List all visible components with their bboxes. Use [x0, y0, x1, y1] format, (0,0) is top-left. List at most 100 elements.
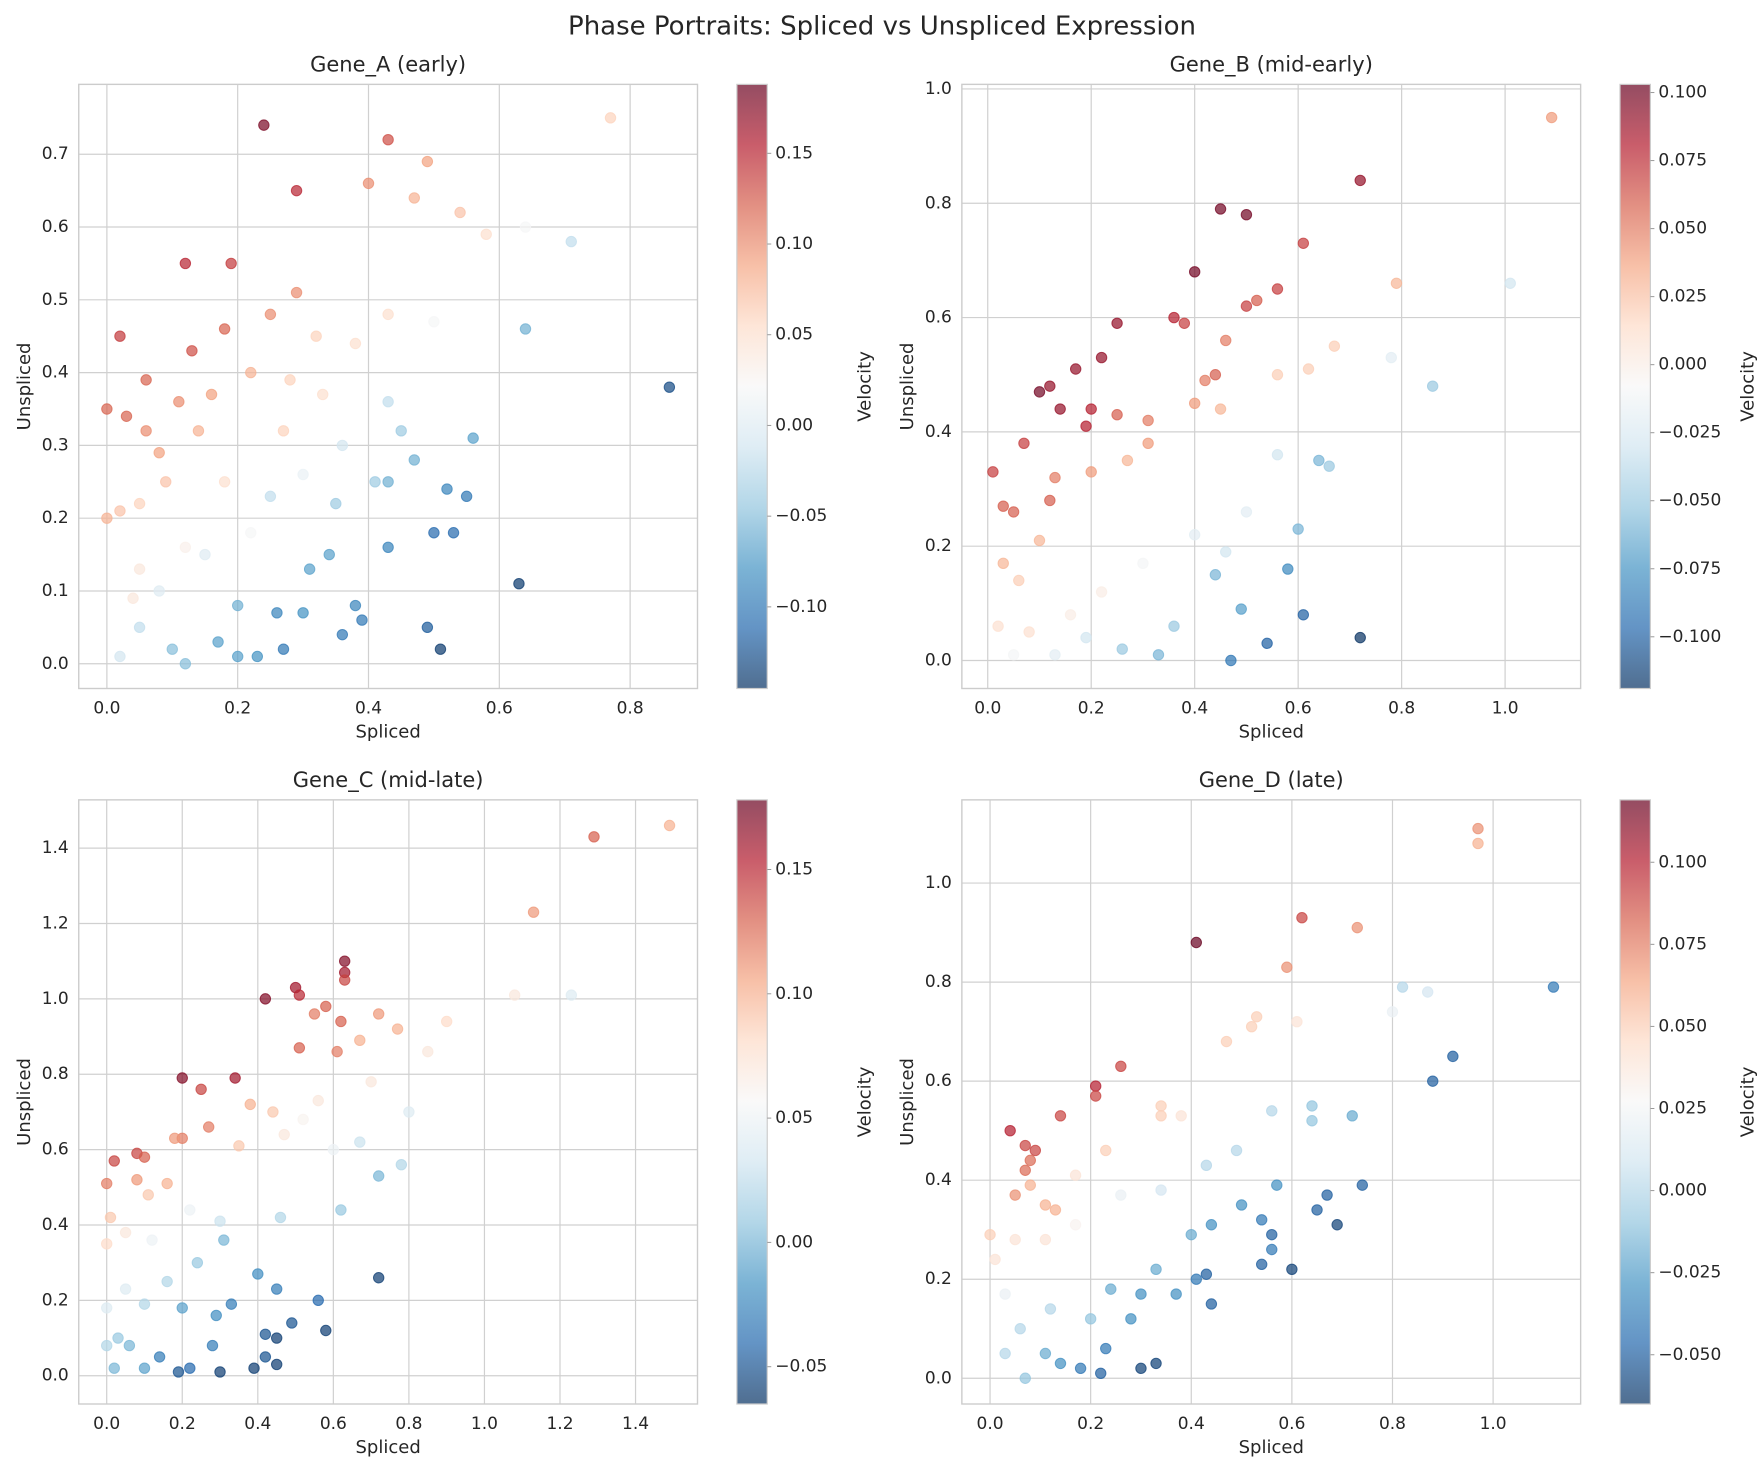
data-point: [349, 337, 362, 350]
data-point: [999, 1347, 1011, 1360]
data-point: [1251, 294, 1263, 307]
data-point: [1421, 986, 1434, 998]
x-tick-label: 0.8: [1388, 699, 1415, 719]
data-point: [1396, 981, 1409, 993]
data-point: [176, 1072, 188, 1084]
colorbar-tick-label: 0.050: [1658, 219, 1707, 239]
data-point: [133, 563, 146, 575]
colorbar-tick-label: 0.00: [775, 415, 813, 435]
data-point: [133, 621, 146, 634]
data-point: [1296, 912, 1308, 924]
x-tick-label: 0.8: [395, 1414, 422, 1434]
data-point: [1240, 506, 1253, 518]
colorbar-tick-label: 0.025: [1658, 287, 1707, 307]
data-point: [1013, 574, 1025, 587]
colorbar-tick-label: 0.10: [775, 984, 813, 1004]
data-point: [1155, 1184, 1167, 1196]
data-point: [119, 1226, 132, 1239]
data-point: [138, 1151, 151, 1163]
data-point: [1346, 1110, 1358, 1122]
data-point: [270, 1358, 283, 1371]
data-point: [1261, 637, 1273, 650]
colorbar-tick-label: −0.025: [1658, 423, 1721, 443]
colorbar-tick-label: 0.15: [775, 859, 813, 879]
subplot-title: Gene_A (early): [310, 52, 466, 77]
x-tick-label: 1.0: [471, 1414, 498, 1434]
data-point: [1004, 1124, 1016, 1137]
data-point: [1100, 1342, 1112, 1355]
colorbar-tick-label: 0.075: [1658, 151, 1707, 171]
data-point: [1214, 203, 1227, 215]
y-tick-label: 1.0: [925, 79, 952, 99]
data-point: [369, 476, 381, 488]
data-point: [1255, 1214, 1268, 1226]
data-point: [372, 1008, 385, 1020]
data-point: [1250, 1011, 1263, 1023]
data-point: [323, 548, 335, 561]
data-point: [989, 1253, 1001, 1266]
y-tick-label: 0.8: [42, 1064, 69, 1084]
colorbar-tick-label: −0.100: [1658, 627, 1721, 647]
data-point: [1291, 1016, 1303, 1028]
axes-frame: [961, 799, 1582, 1405]
data-point: [327, 1143, 340, 1156]
data-point: [101, 1238, 113, 1250]
data-point: [440, 1015, 453, 1028]
data-point: [1205, 1219, 1218, 1231]
data-point: [123, 1339, 136, 1352]
data-point: [527, 906, 540, 918]
data-point: [119, 1283, 132, 1295]
data-point: [335, 1015, 347, 1028]
data-point: [1323, 460, 1335, 472]
y-tick-label: 0.0: [925, 650, 952, 670]
data-point: [245, 366, 257, 379]
data-point: [1074, 1362, 1087, 1375]
data-point: [1089, 1090, 1102, 1102]
data-point: [259, 1328, 272, 1340]
data-point: [354, 1136, 366, 1148]
data-point: [270, 1332, 283, 1344]
colorbar-tick-label: 0.15: [775, 143, 813, 163]
data-point: [1266, 1228, 1278, 1241]
x-tick-label: 0.0: [974, 699, 1001, 719]
data-point: [395, 425, 407, 437]
data-point: [108, 1362, 120, 1374]
x-tick-label: 0.8: [617, 699, 644, 719]
data-point: [186, 345, 198, 357]
data-point: [1049, 1204, 1062, 1216]
data-point: [1245, 1020, 1258, 1033]
x-axis-label: Spliced: [356, 1437, 421, 1458]
data-point: [1014, 1323, 1026, 1335]
data-point: [1282, 563, 1294, 575]
x-tick-label: 1.2: [546, 1414, 573, 1434]
axes-frame: [961, 83, 1582, 690]
y-tick-label: 0.4: [925, 1170, 952, 1190]
data-point: [108, 1155, 120, 1167]
x-tick-label: 0.0: [93, 1414, 120, 1434]
data-point: [421, 155, 434, 168]
data-point: [382, 541, 394, 553]
data-point: [140, 374, 152, 386]
data-point: [403, 1106, 415, 1118]
data-point: [1220, 546, 1232, 558]
data-point: [395, 1158, 408, 1171]
subplot-title: Gene_B (mid-early): [1170, 52, 1373, 77]
data-point: [447, 527, 460, 539]
data-point: [172, 1366, 185, 1378]
data-point: [218, 476, 231, 488]
data-point: [191, 1256, 204, 1269]
data-point: [1209, 569, 1222, 581]
x-tick-label: 0.0: [93, 699, 120, 719]
data-point: [331, 1045, 343, 1058]
y-axis-label: Unspliced: [14, 343, 35, 431]
data-point: [1135, 1362, 1147, 1375]
data-point: [1168, 620, 1180, 632]
data-point: [308, 1008, 321, 1020]
data-point: [1116, 643, 1128, 655]
data-point: [1271, 1179, 1283, 1191]
y-tick-label: 0.8: [925, 193, 952, 213]
data-point: [293, 1042, 306, 1054]
data-point: [604, 112, 617, 124]
data-point: [214, 1366, 226, 1378]
data-point: [195, 1083, 207, 1096]
